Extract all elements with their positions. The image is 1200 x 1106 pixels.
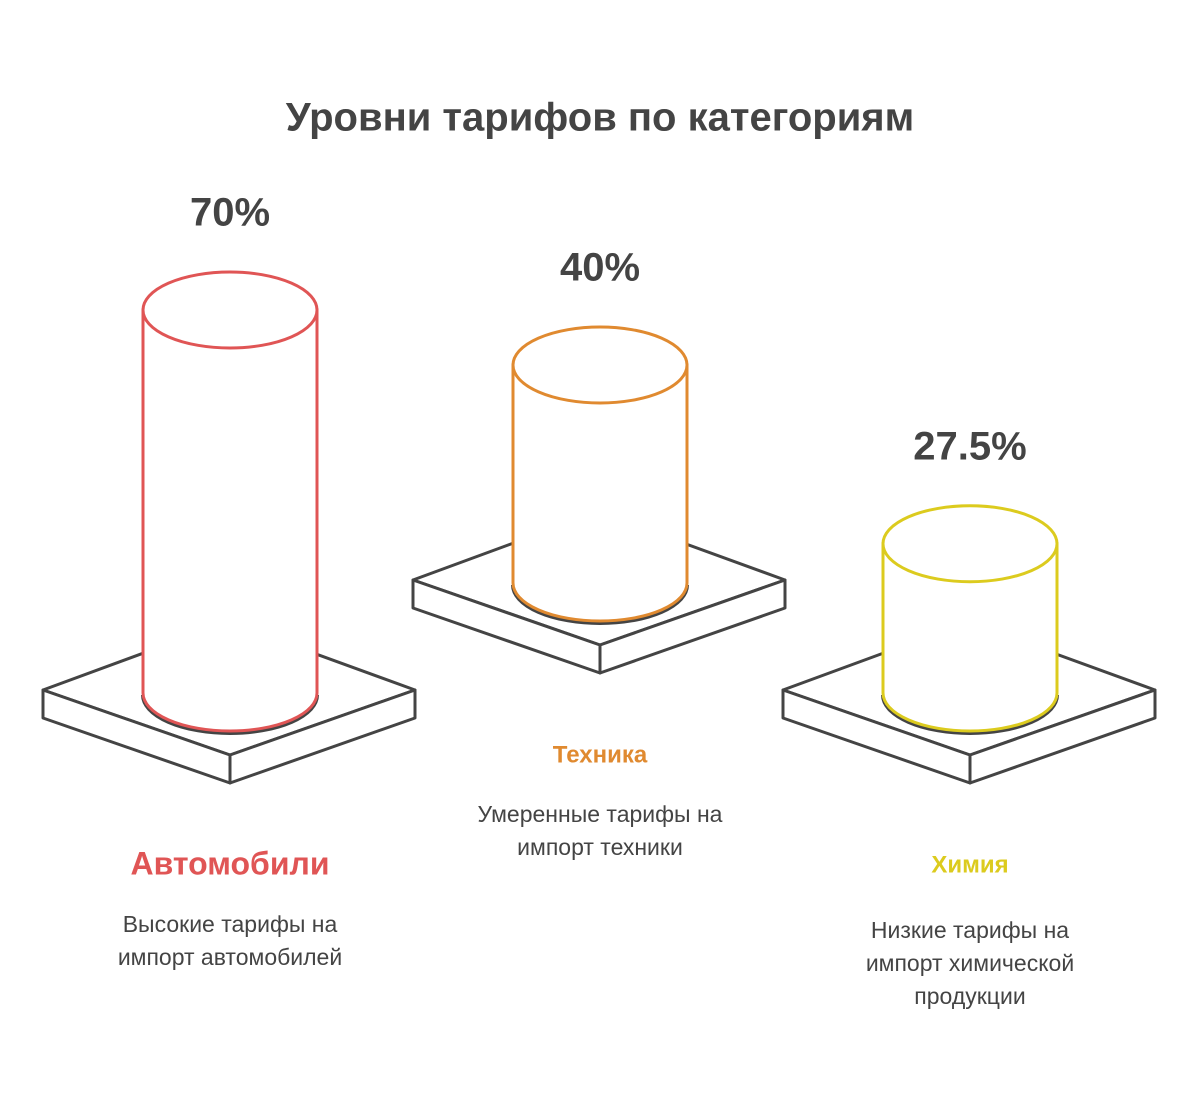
platform-side <box>228 688 417 785</box>
bar <box>141 308 319 733</box>
description: Умеренные тарифы на <box>478 801 723 827</box>
cylinder-top <box>511 325 689 405</box>
value-label: 27.5% <box>913 424 1026 468</box>
description: Высокие тарифы на <box>123 911 338 937</box>
value-label: 70% <box>190 191 270 235</box>
bar <box>511 363 689 623</box>
description: продукции <box>914 983 1025 1009</box>
description: Низкие тарифы на <box>871 917 1069 943</box>
description: импорт техники <box>517 834 683 860</box>
platform-side <box>598 578 787 675</box>
category-label: Автомобили <box>131 845 330 881</box>
category-label: Техника <box>553 741 648 768</box>
description: импорт химической <box>866 950 1074 976</box>
platform-side <box>968 688 1157 785</box>
bar <box>881 542 1059 733</box>
chart-title: Уровни тарифов по категориям <box>286 96 914 140</box>
description: импорт автомобилей <box>118 944 342 970</box>
cylinder-top <box>141 270 319 350</box>
value-label: 40% <box>560 246 640 290</box>
category-label: Химия <box>931 851 1008 878</box>
cylinder-top <box>881 504 1059 584</box>
